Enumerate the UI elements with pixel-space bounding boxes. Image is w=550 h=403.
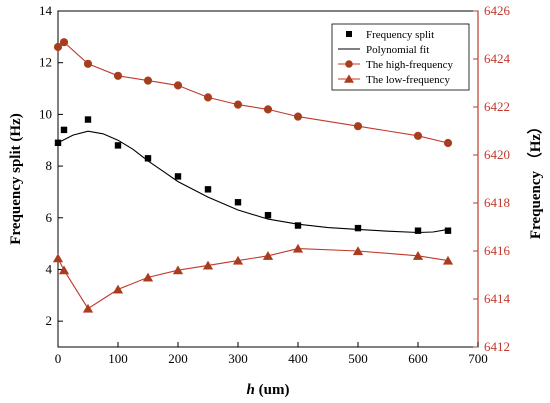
x-axis-label: h (um)	[247, 382, 290, 398]
series-high-point-2	[83, 59, 93, 68]
left-y-axis-label: Frequency split (Hz)	[8, 113, 24, 244]
x-tick-label-6: 600	[408, 351, 428, 366]
left-y-tick-label-5: 12	[39, 55, 52, 70]
right-y-tick-label-2: 6416	[484, 243, 511, 258]
series-high-point-11	[413, 131, 423, 140]
series-split-point-7	[234, 199, 242, 206]
series-split-point-3	[114, 142, 122, 149]
series-low-point-6	[202, 260, 214, 270]
series-low-point-7	[232, 255, 244, 265]
x-axis-label-italic: h	[247, 382, 255, 398]
legend: Frequency split Polynomial fit The high-…	[331, 23, 470, 91]
series-low-point-5	[172, 265, 184, 275]
series-high-point-10	[353, 122, 363, 131]
legend-label-split: Frequency split	[366, 29, 434, 41]
right-y-tick-label-0: 6412	[484, 339, 510, 354]
series-low-point-1	[58, 265, 70, 275]
series-low-point-2	[82, 303, 94, 313]
right-y-tick-label-5: 6422	[484, 99, 510, 114]
series-split-point-2	[84, 116, 92, 123]
x-tick-label-7: 700	[468, 351, 488, 366]
series-split-point-11	[414, 227, 422, 234]
series-low-line	[57, 248, 449, 310]
series-split-point-4	[144, 155, 152, 162]
series-split-point-0	[54, 139, 62, 147]
series-high-point-8	[263, 105, 273, 114]
series-split-point-12	[444, 227, 452, 234]
left-y-axis: 2 4 6 8 10 12 14	[39, 3, 63, 328]
x-tick-label-3: 300	[228, 351, 248, 366]
series-layer	[52, 38, 454, 313]
series-high-point-5	[173, 81, 183, 90]
series-low-point-12	[442, 255, 454, 265]
right-y-tick-label-6: 6424	[484, 51, 511, 66]
left-y-tick-label-3: 8	[46, 158, 53, 173]
legend-label-fit: Polynomial fit	[366, 44, 429, 56]
series-low-point-10	[352, 246, 364, 256]
series-high-point-9	[293, 112, 303, 121]
x-tick-label-1: 100	[108, 351, 128, 366]
series-split-point-6	[204, 186, 212, 193]
series-low-point-0	[52, 253, 64, 263]
series-high-point-7	[233, 100, 243, 109]
series-low-point-8	[262, 251, 274, 260]
legend-label-low: The low-frequency	[366, 74, 450, 86]
series-high-point-4	[143, 76, 153, 85]
right-y-axis: 6412 6414 6416 6418 6420 6422 6424 6426	[473, 3, 511, 354]
legend-marker-low	[343, 74, 355, 83]
legend-marker-high	[345, 60, 353, 68]
right-y-tick-label-1: 6414	[484, 291, 511, 306]
right-y-tick-label-7: 6426	[484, 3, 511, 18]
left-y-tick-label-1: 4	[46, 261, 53, 276]
series-split-point-8	[264, 211, 272, 219]
series-split-point-9	[294, 222, 302, 229]
right-y-tick-label-3: 6418	[484, 195, 510, 210]
right-y-axis-label: Frequency （Hz）	[526, 119, 544, 239]
legend-label-high: The high-frequency	[366, 59, 454, 71]
series-fit-line	[57, 130, 449, 234]
series-split-point-5	[174, 173, 182, 180]
x-tick-label-2: 200	[168, 351, 188, 366]
x-tick-label-4: 400	[288, 351, 308, 366]
series-high-point-0	[53, 42, 63, 52]
left-y-tick-label-2: 6	[46, 210, 53, 225]
left-y-tick-label-0: 2	[46, 313, 53, 328]
series-low-point-9	[292, 243, 304, 253]
series-high-point-3	[113, 71, 123, 80]
series-high-point-6	[203, 93, 213, 102]
series-high-point-1	[59, 38, 69, 47]
right-y-tick-label-4: 6420	[484, 147, 510, 162]
series-high-point-12	[443, 138, 453, 148]
series-low-point-3	[112, 284, 124, 294]
series-split-point-1	[60, 126, 68, 134]
x-axis: 0 100 200 300 400 500 600 700	[55, 342, 488, 366]
series-split-point-10	[354, 224, 362, 232]
series-low-point-4	[142, 272, 154, 282]
legend-marker-split	[346, 31, 352, 37]
x-tick-label-5: 500	[348, 351, 368, 366]
x-axis-label-rest: (um)	[255, 382, 290, 398]
left-y-tick-label-6: 14	[39, 3, 53, 18]
x-tick-label-0: 0	[55, 351, 62, 366]
left-y-tick-label-4: 10	[39, 106, 52, 121]
series-low-point-11	[412, 251, 424, 260]
